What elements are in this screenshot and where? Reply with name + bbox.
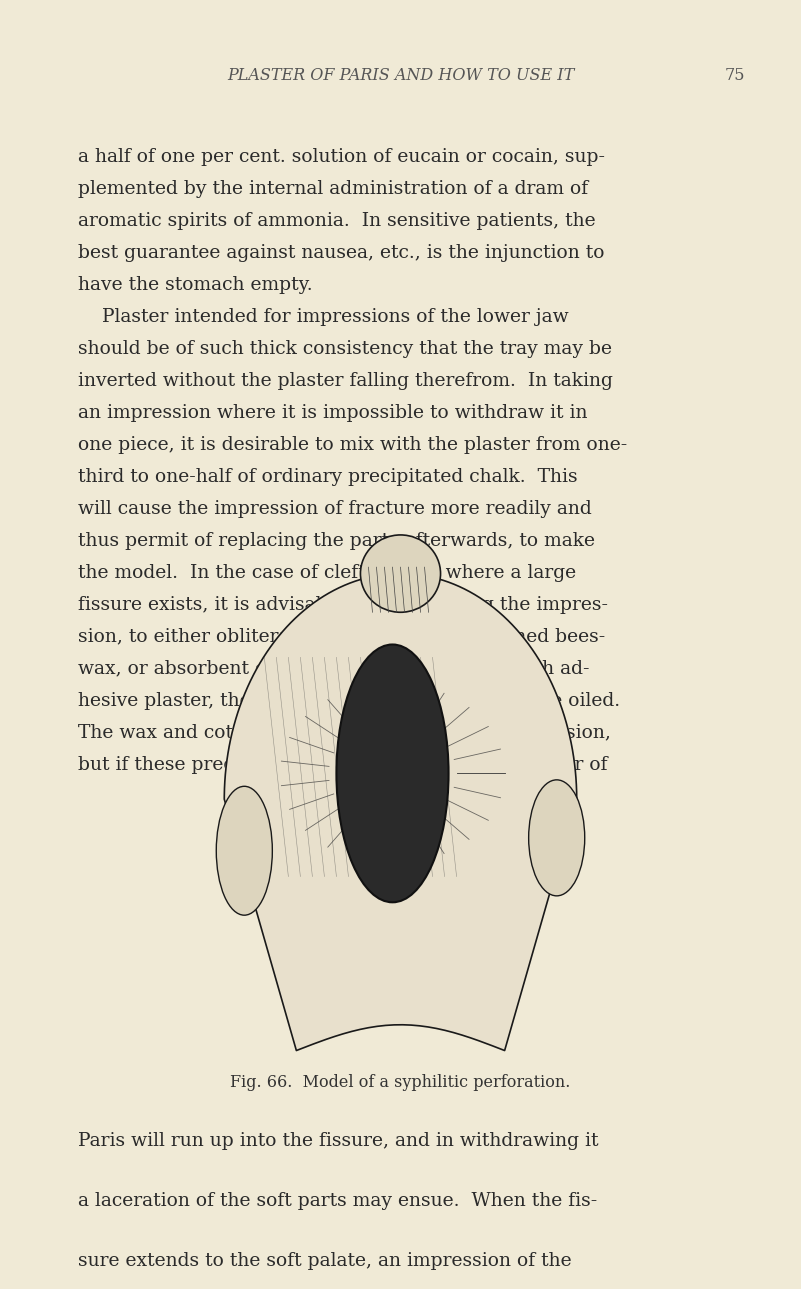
Text: fissure exists, it is advisable, prior to taking the impres-: fissure exists, it is advisable, prior t… bbox=[78, 596, 609, 614]
Text: hesive plaster, the buccal surface of which must be oiled.: hesive plaster, the buccal surface of wh… bbox=[78, 692, 621, 710]
Ellipse shape bbox=[529, 780, 585, 896]
Text: third to one-half of ordinary precipitated chalk.  This: third to one-half of ordinary precipitat… bbox=[78, 468, 578, 486]
Text: 75: 75 bbox=[725, 67, 746, 84]
Text: plemented by the internal administration of a dram of: plemented by the internal administration… bbox=[78, 180, 589, 199]
Text: aromatic spirits of ammonia.  In sensitive patients, the: aromatic spirits of ammonia. In sensitiv… bbox=[78, 213, 596, 231]
Text: a laceration of the soft parts may ensue.  When the fis-: a laceration of the soft parts may ensue… bbox=[78, 1191, 598, 1209]
Text: PLASTER OF PARIS AND HOW TO USE IT: PLASTER OF PARIS AND HOW TO USE IT bbox=[227, 67, 574, 84]
Text: sure extends to the soft palate, an impression of the: sure extends to the soft palate, an impr… bbox=[78, 1252, 572, 1270]
Text: an impression where it is impossible to withdraw it in: an impression where it is impossible to … bbox=[78, 403, 588, 422]
Polygon shape bbox=[224, 574, 577, 1051]
Text: a half of one per cent. solution of eucain or cocain, sup-: a half of one per cent. solution of euca… bbox=[78, 148, 606, 166]
Text: best guarantee against nausea, etc., is the injunction to: best guarantee against nausea, etc., is … bbox=[78, 244, 605, 262]
Text: Fig. 66.  Model of a syphilitic perforation.: Fig. 66. Model of a syphilitic perforati… bbox=[231, 1074, 570, 1090]
Text: the model.  In the case of cleft palates where a large: the model. In the case of cleft palates … bbox=[78, 563, 577, 581]
Text: thus permit of replacing the parts afterwards, to make: thus permit of replacing the parts after… bbox=[78, 532, 595, 550]
Ellipse shape bbox=[336, 644, 449, 902]
Text: but if these precautions are not observed, the plaster of: but if these precautions are not observe… bbox=[78, 755, 608, 773]
Text: The wax and cotton are apt to adhere to the impression,: The wax and cotton are apt to adhere to … bbox=[78, 723, 611, 741]
Text: Plaster intended for impressions of the lower jaw: Plaster intended for impressions of the … bbox=[78, 308, 570, 326]
Text: one piece, it is desirable to mix with the plaster from one-: one piece, it is desirable to mix with t… bbox=[78, 436, 628, 454]
Text: wax, or absorbent cotton, or to bridge it over with ad-: wax, or absorbent cotton, or to bridge i… bbox=[78, 660, 590, 678]
Text: sion, to either obliterate the fissure with softened bees-: sion, to either obliterate the fissure w… bbox=[78, 628, 606, 646]
Text: have the stomach empty.: have the stomach empty. bbox=[78, 276, 313, 294]
Text: should be of such thick consistency that the tray may be: should be of such thick consistency that… bbox=[78, 340, 613, 358]
Text: will cause the impression of fracture more readily and: will cause the impression of fracture mo… bbox=[78, 500, 592, 518]
Ellipse shape bbox=[360, 535, 441, 612]
Text: inverted without the plaster falling therefrom.  In taking: inverted without the plaster falling the… bbox=[78, 373, 614, 391]
Ellipse shape bbox=[216, 786, 272, 915]
Text: Paris will run up into the fissure, and in withdrawing it: Paris will run up into the fissure, and … bbox=[78, 1132, 599, 1150]
